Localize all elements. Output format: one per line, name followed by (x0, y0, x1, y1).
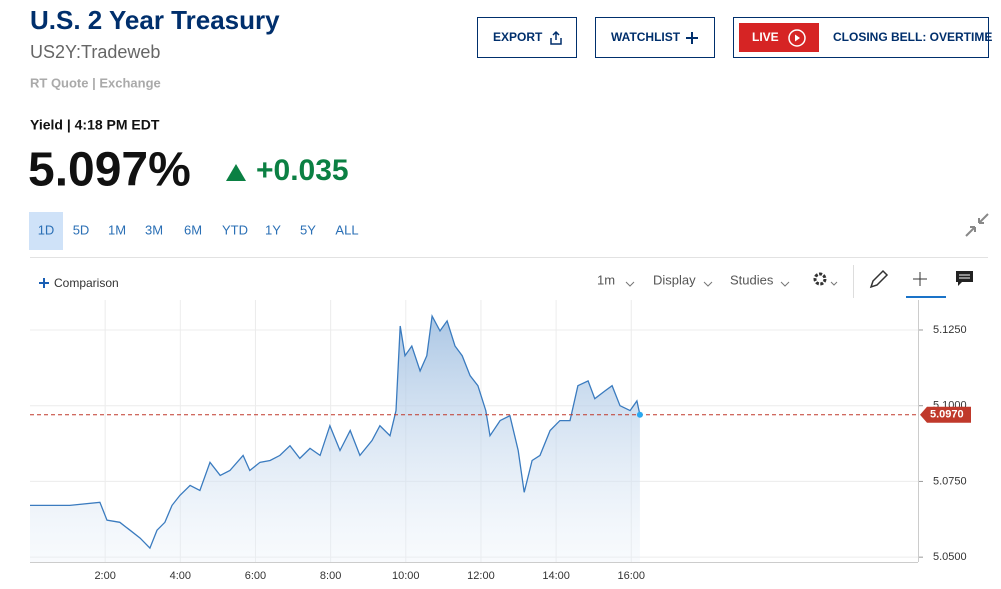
chevron (625, 281, 635, 287)
y-tick-label: 5.0500 (933, 551, 967, 563)
x-tick-label: 12:00 (467, 570, 495, 582)
price-tag-label: 5.0970 (930, 409, 964, 421)
x-tick-label: 6:00 (245, 570, 266, 582)
x-tick-label: 10:00 (392, 570, 420, 582)
watchlist-button[interactable]: WATCHLIST (595, 17, 715, 58)
crosshair-icon[interactable] (913, 272, 927, 286)
x-tick-label: 4:00 (170, 570, 191, 582)
chevron (703, 281, 713, 287)
change: +0.035 (256, 154, 349, 187)
expand-icon[interactable] (965, 213, 989, 237)
range-option[interactable]: ALL (335, 222, 358, 237)
range-option[interactable]: 1M (108, 222, 126, 237)
interval[interactable]: 1m (597, 272, 615, 287)
export-label: EXPORT (493, 30, 543, 44)
draw-icon[interactable] (869, 269, 889, 289)
live-label: LIVE (752, 30, 779, 44)
line (30, 314, 641, 550)
range-selected (29, 212, 63, 250)
settings-icon[interactable] (813, 272, 838, 286)
price-tag (920, 406, 971, 423)
chevron (780, 281, 790, 287)
price: 5.097% (28, 144, 191, 197)
x-tick-label: 14:00 (542, 570, 570, 582)
live-show: CLOSING BELL: OVERTIME (833, 30, 992, 44)
symbol: US2Y:Tradeweb (30, 42, 160, 62)
x-tick-label: 16:00 (618, 570, 646, 582)
x-tick-label: 2:00 (94, 570, 115, 582)
y-tick-label: 5.1250 (933, 324, 967, 336)
display[interactable]: Display (653, 272, 696, 287)
range-option[interactable]: 1D (38, 222, 55, 237)
chart: 2:00 4:00 6:00 8:00 10:00 12:00 14:00 16:00 5.05… (30, 300, 971, 582)
source: RT Quote | Exchange (30, 75, 161, 90)
comparison[interactable]: Comparison (54, 276, 119, 290)
plus-icon (39, 278, 49, 288)
watchlist-label: WATCHLIST (611, 30, 681, 44)
last-point (636, 411, 643, 418)
export-button[interactable]: EXPORT (477, 17, 577, 58)
range-option[interactable]: 5D (73, 222, 90, 237)
title: U.S. 2 Year Treasury (30, 5, 280, 35)
range-option[interactable]: 1Y (265, 222, 281, 237)
up-arrow (226, 164, 246, 181)
quote-label: Yield | 4:18 PM EDT (30, 117, 160, 133)
range-option[interactable]: 5Y (300, 222, 316, 237)
range-option[interactable]: YTD (222, 222, 248, 237)
y-tick-label: 5.0750 (933, 475, 967, 487)
studies[interactable]: Studies (730, 272, 774, 287)
x-tick-label: 8:00 (320, 570, 341, 582)
range-option[interactable]: 3M (145, 222, 163, 237)
range-option[interactable]: 6M (184, 222, 202, 237)
live-button[interactable]: LIVE CLOSING BELL: OVERTIME (733, 17, 993, 58)
